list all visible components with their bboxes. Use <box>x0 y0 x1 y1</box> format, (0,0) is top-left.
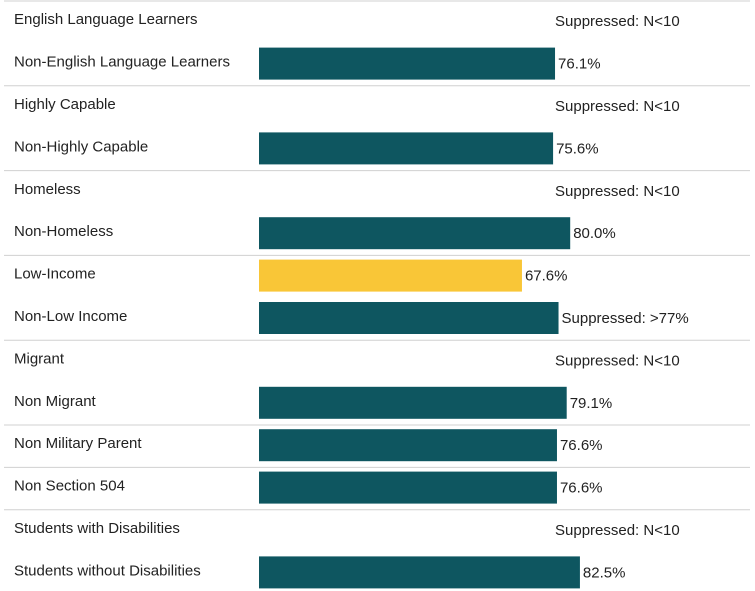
value-label: 76.6% <box>560 480 603 497</box>
bar <box>259 47 556 80</box>
value-label: 67.6% <box>525 268 568 285</box>
category-label: Highly Capable <box>14 96 116 113</box>
value-label: Suppressed: N<10 <box>555 522 680 539</box>
value-label: 80.0% <box>573 225 616 242</box>
value-label: 76.1% <box>558 56 601 73</box>
bar <box>259 302 559 334</box>
value-label: Suppressed: >77% <box>562 310 689 327</box>
category-label: English Language Learners <box>14 11 197 28</box>
bar <box>259 471 557 504</box>
category-label: Students without Disabilities <box>14 562 201 579</box>
value-label: 75.6% <box>556 140 599 157</box>
category-label: Non Section 504 <box>14 478 125 495</box>
value-label: Suppressed: N<10 <box>555 98 680 115</box>
category-label: Non-Highly Capable <box>14 138 148 155</box>
bar <box>259 132 554 165</box>
category-label: Migrant <box>14 350 65 367</box>
category-label: Non-English Language Learners <box>14 54 230 71</box>
bar <box>259 556 580 589</box>
bar <box>259 386 567 419</box>
value-label: Suppressed: N<10 <box>555 13 680 30</box>
value-label: 82.5% <box>583 564 626 581</box>
category-label: Students with Disabilities <box>14 520 180 537</box>
category-label: Non Migrant <box>14 393 97 410</box>
value-label: 79.1% <box>570 395 613 412</box>
category-label: Homeless <box>14 181 81 198</box>
value-label: Suppressed: N<10 <box>555 183 680 200</box>
value-label: 76.6% <box>560 437 603 454</box>
bar <box>259 217 571 250</box>
bar <box>259 429 557 462</box>
bar <box>259 259 522 292</box>
value-label: Suppressed: N<10 <box>555 352 680 369</box>
category-label: Non-Homeless <box>14 223 113 240</box>
category-label: Low-Income <box>14 266 96 283</box>
category-label: Non-Low Income <box>14 308 127 325</box>
category-label: Non Military Parent <box>14 435 142 452</box>
